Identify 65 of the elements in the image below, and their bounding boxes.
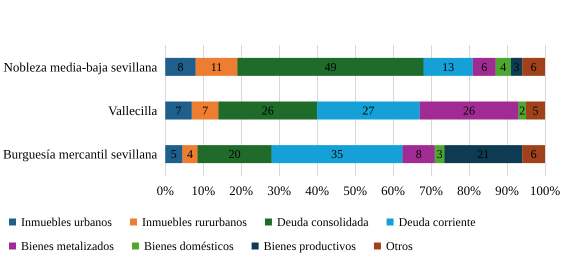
y-tick-label: Nobleza media-baja sevillana: [4, 59, 158, 74]
x-tick-label: 50%: [343, 183, 368, 198]
bar: [165, 102, 192, 120]
bar: [192, 102, 218, 120]
data-label: 5: [170, 147, 177, 162]
legend-label: Bienes productivos: [264, 239, 356, 253]
data-label: 35: [331, 147, 344, 162]
x-tick-label: 40%: [305, 183, 330, 198]
bar: [526, 102, 545, 120]
data-label: 8: [416, 147, 422, 162]
data-label: 6: [481, 60, 488, 74]
bar: [198, 145, 272, 164]
bar: [522, 58, 545, 76]
legend-label: Bienes metalizados: [21, 239, 114, 253]
bar: [165, 145, 182, 164]
bar: [423, 58, 473, 76]
legend-label: Deuda corriente: [398, 215, 476, 229]
x-tick-label: 20%: [229, 183, 254, 198]
bar: [182, 145, 198, 164]
y-tick-label: Burguesía mercantil sevillana: [2, 146, 158, 162]
x-tick-label: 100%: [530, 183, 560, 198]
x-tick-label: 90%: [495, 183, 520, 198]
data-label: 8: [177, 60, 184, 74]
data-label: 3: [436, 147, 443, 162]
x-tick-label: 70%: [419, 183, 444, 198]
x-tick-label: 10%: [191, 183, 216, 198]
data-label: 4: [500, 60, 506, 74]
bar: [196, 58, 238, 76]
legend-label: Deuda consolidada: [276, 215, 370, 229]
x-tick-label: 60%: [381, 183, 406, 198]
data-label: 49: [324, 60, 336, 74]
data-label: 7: [202, 104, 208, 118]
data-label: 2: [519, 104, 526, 118]
data-label: 21: [477, 147, 490, 162]
x-tick-label: 30%: [267, 183, 292, 198]
legend-label: Otros: [386, 239, 413, 253]
data-label: 26: [262, 104, 274, 118]
bar: [402, 145, 435, 164]
legend-label: Inmuebles rururbanos: [142, 215, 248, 229]
bar: [218, 102, 318, 120]
legend-label: Bienes domésticos: [144, 239, 234, 253]
data-label: 26: [463, 104, 476, 118]
bar: [522, 145, 545, 164]
data-label: 20: [228, 147, 241, 162]
bar: [237, 58, 424, 76]
bar: [272, 145, 403, 164]
data-label: 6: [530, 147, 537, 162]
bar: [472, 58, 496, 76]
bar: [317, 102, 420, 120]
data-label: 3: [514, 60, 520, 74]
data-label: 4: [186, 147, 193, 162]
x-tick-label: 80%: [457, 183, 482, 198]
data-label: 7: [176, 104, 182, 118]
data-label: 6: [530, 60, 537, 74]
x-tick-label: 0%: [156, 183, 174, 198]
bar: [496, 58, 511, 76]
bar: [444, 145, 522, 164]
data-label: 13: [442, 60, 454, 74]
data-label: 5: [532, 104, 539, 118]
bar: [420, 102, 518, 120]
data-label: 27: [362, 104, 374, 118]
legend-label: Inmuebles urbanos: [21, 215, 112, 229]
bar: [165, 58, 196, 76]
data-label: 11: [210, 60, 222, 74]
y-tick-label: Vallecilla: [108, 103, 158, 118]
